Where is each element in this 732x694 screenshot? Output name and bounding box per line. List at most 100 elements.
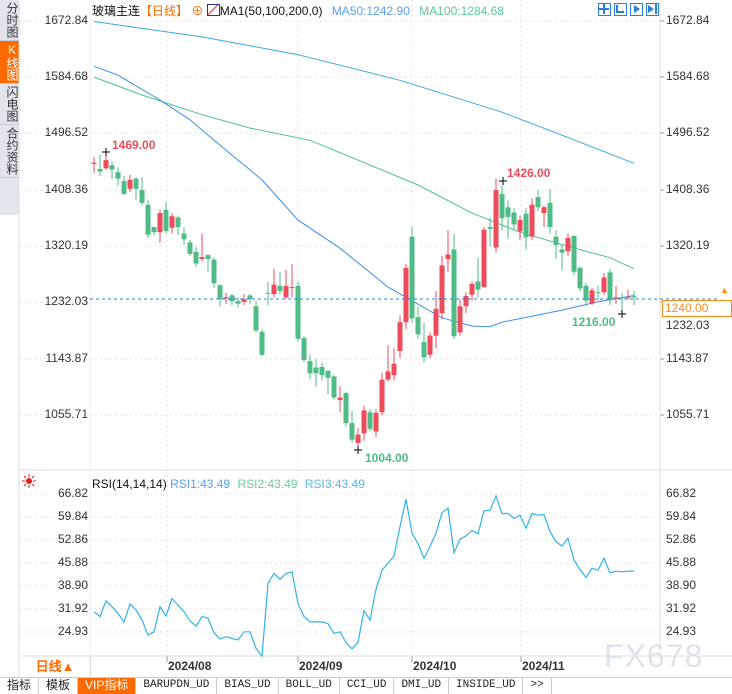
candle-body	[529, 204, 535, 237]
candle	[175, 215, 181, 236]
jump-end-icon[interactable]	[646, 3, 659, 16]
candle	[607, 268, 613, 305]
candle-body	[283, 285, 289, 298]
period-label[interactable]: 【日线】	[140, 4, 189, 18]
candle-body	[505, 207, 511, 217]
toolbar-tab-2[interactable]: VIP指标	[78, 678, 137, 694]
toolbar-tab-8[interactable]: INSIDE_UD	[449, 678, 524, 694]
candle-body	[475, 281, 481, 290]
view-tab-0[interactable]: 分时图	[0, 0, 19, 41]
candle-body	[403, 267, 409, 323]
current-price-tag: 1240.00	[662, 300, 732, 317]
rsi2-value: RSI2:43.49	[237, 477, 298, 491]
candle	[433, 290, 439, 349]
toolbar-tab-1[interactable]: 模板	[39, 678, 79, 694]
view-tab-1[interactable]: K线图	[0, 41, 19, 84]
candle	[229, 294, 235, 305]
candle-body	[253, 306, 259, 331]
rsi-title[interactable]: RSI(14,14,14)	[92, 477, 167, 491]
candle-body	[217, 285, 223, 300]
candle	[397, 315, 403, 358]
date-axis-label: 2024/09	[299, 659, 343, 673]
candle-body	[481, 229, 487, 288]
candle	[427, 332, 433, 358]
candle-body	[223, 297, 229, 299]
candle	[295, 281, 301, 343]
candle-body	[547, 202, 553, 228]
price-axis-left-label: 1055.71	[44, 407, 88, 421]
crosshair-icon[interactable]	[598, 3, 611, 16]
candle	[91, 156, 97, 173]
price-axis-right-label: 1143.87	[666, 351, 709, 365]
candle	[577, 266, 583, 291]
price-axis-right-label: 1320.19	[666, 238, 710, 252]
toolbar-tab-7[interactable]: DMI_UD	[394, 678, 450, 694]
play-forward-icon[interactable]	[630, 3, 643, 16]
high2-label: 1426.00	[507, 166, 551, 180]
candle-body	[211, 259, 217, 284]
rsi-axis-left-label: 59.84	[57, 509, 88, 523]
candle-body	[349, 423, 355, 440]
candle	[109, 161, 115, 180]
candle-body	[301, 338, 307, 360]
candle-body	[493, 190, 499, 248]
candle	[463, 292, 469, 314]
candle	[367, 409, 373, 432]
price-axis-right-label: 1408.36	[666, 182, 710, 196]
candle-body	[451, 249, 457, 337]
candle	[121, 176, 127, 196]
toolbar-tab-3[interactable]: BARUPDN_UD	[136, 678, 218, 694]
candle-body	[241, 299, 247, 302]
candle	[265, 281, 271, 305]
toolbar-tab-5[interactable]: BOLL_UD	[279, 678, 340, 694]
candle-body	[139, 190, 145, 203]
ma50-line	[93, 65, 635, 328]
toolbar-tab-4[interactable]: BIAS_UD	[217, 678, 279, 694]
candle	[187, 239, 193, 256]
candle-body	[277, 285, 283, 291]
candle-body	[151, 227, 157, 233]
toolbar-tab-9[interactable]: >>	[523, 678, 552, 694]
candle	[235, 297, 241, 308]
rsi-axis-right-label: 45.88	[666, 555, 697, 569]
candle-body	[157, 213, 163, 233]
candle-body	[319, 366, 325, 376]
toolbar-tab-6[interactable]: CCI_UD	[340, 678, 395, 694]
candle-body	[109, 165, 115, 170]
candle	[439, 255, 445, 320]
candle-body	[313, 367, 319, 374]
candle-body	[265, 292, 271, 294]
candle	[145, 200, 151, 238]
price-axis-right-label: 1496.52	[666, 125, 710, 139]
candle-body	[367, 412, 373, 429]
candle	[271, 268, 277, 298]
candle	[511, 207, 517, 231]
scroll-up-arrow-icon[interactable]: ▲	[720, 285, 729, 295]
low2-marker	[618, 310, 626, 318]
candle	[115, 167, 121, 186]
add-indicator-icon[interactable]: ⊕	[191, 4, 204, 18]
symbol-name: 玻璃主连	[92, 4, 141, 18]
toolbar-tab-0[interactable]: 指标	[0, 678, 40, 694]
candle	[541, 205, 547, 228]
indicator-name[interactable]: MA1(50,100,200,0)	[219, 4, 323, 18]
candle	[127, 174, 133, 192]
view-tab-2[interactable]: 闪电图	[0, 84, 19, 125]
zoom-range-icon[interactable]	[614, 3, 627, 16]
high1-marker	[102, 148, 110, 156]
candle	[205, 253, 211, 272]
candle	[445, 230, 451, 272]
rsi3-value: RSI3:43.49	[304, 477, 365, 491]
candle-body	[145, 204, 151, 235]
candle-body	[193, 251, 199, 264]
candle-body	[517, 220, 523, 232]
period-selector[interactable]: 日线▲	[20, 657, 91, 677]
candle-body	[469, 283, 475, 295]
date-axis-label: 2024/08	[168, 659, 212, 673]
candle-body	[463, 296, 469, 307]
view-tab-3[interactable]: 合约资料	[0, 125, 19, 178]
indicator-chart-icon[interactable]	[206, 4, 220, 16]
high1-label: 1469.00	[112, 138, 156, 152]
candle	[313, 359, 319, 387]
